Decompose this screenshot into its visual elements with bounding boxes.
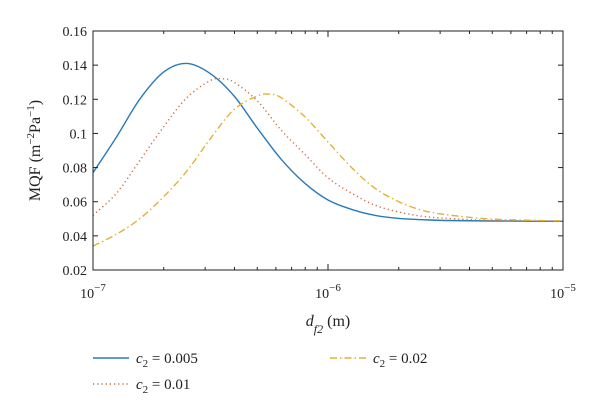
ticks bbox=[92, 30, 564, 271]
y-axis-label-prefix: MQF (m bbox=[27, 144, 44, 201]
x-tick-label: 10−5 bbox=[550, 282, 576, 302]
x-axis-label-main: d bbox=[306, 313, 315, 330]
x-tick-exponent: −5 bbox=[564, 282, 576, 294]
legend-label-3: c2 = 0.02 bbox=[373, 351, 427, 370]
legend-label-var: c bbox=[373, 351, 380, 367]
legend-label-sub: 2 bbox=[143, 358, 149, 370]
y-axis-label: MQF (m−2Pa−1) bbox=[25, 100, 44, 201]
legend-label-var: c bbox=[136, 377, 143, 393]
x-axis-label: df2 (m) bbox=[306, 313, 350, 336]
y-tick-label: 0.1 bbox=[70, 127, 88, 142]
y-tick-label: 0.08 bbox=[63, 162, 88, 177]
y-tick-label: 0.14 bbox=[63, 59, 88, 74]
legend-label-rest: = 0.01 bbox=[148, 377, 190, 393]
y-axis-label-suffix: ) bbox=[27, 100, 44, 105]
legend-label-1: c2 = 0.005 bbox=[136, 351, 198, 370]
legend-label-2: c2 = 0.01 bbox=[136, 377, 190, 396]
y-tick-label: 0.06 bbox=[63, 196, 88, 211]
legend-label-sub: 2 bbox=[143, 384, 149, 396]
series-line-1 bbox=[92, 62, 564, 223]
y-axis-label-sup2: −1 bbox=[25, 105, 37, 117]
x-axis-label-sub: f2 bbox=[314, 322, 323, 336]
x-tick-exponent: −6 bbox=[329, 282, 341, 294]
series-line-3 bbox=[92, 93, 564, 247]
y-axis-label-mid: Pa bbox=[27, 117, 44, 133]
x-tick-base: 10 bbox=[550, 287, 564, 302]
y-tick-label: 0.16 bbox=[63, 25, 88, 40]
legend-label-sub: 2 bbox=[380, 358, 386, 370]
plot-lines bbox=[92, 62, 564, 247]
y-tick-label: 0.12 bbox=[63, 93, 88, 108]
x-tick-label: 10−6 bbox=[315, 282, 341, 302]
x-tick-exponent: −7 bbox=[94, 282, 106, 294]
x-axis-label-unit: (m) bbox=[323, 313, 350, 330]
y-tick-label: 0.02 bbox=[63, 264, 88, 279]
x-tick-base: 10 bbox=[80, 287, 94, 302]
legend-label-rest: = 0.005 bbox=[148, 351, 198, 367]
series-line-2 bbox=[92, 77, 564, 222]
legend-label-var: c bbox=[136, 351, 143, 367]
y-axis-label-sup1: −2 bbox=[25, 133, 37, 145]
legend-label-rest: = 0.02 bbox=[385, 351, 427, 367]
x-tick-label: 10−7 bbox=[80, 282, 106, 302]
y-tick-label: 0.04 bbox=[63, 230, 88, 245]
x-tick-base: 10 bbox=[315, 287, 329, 302]
